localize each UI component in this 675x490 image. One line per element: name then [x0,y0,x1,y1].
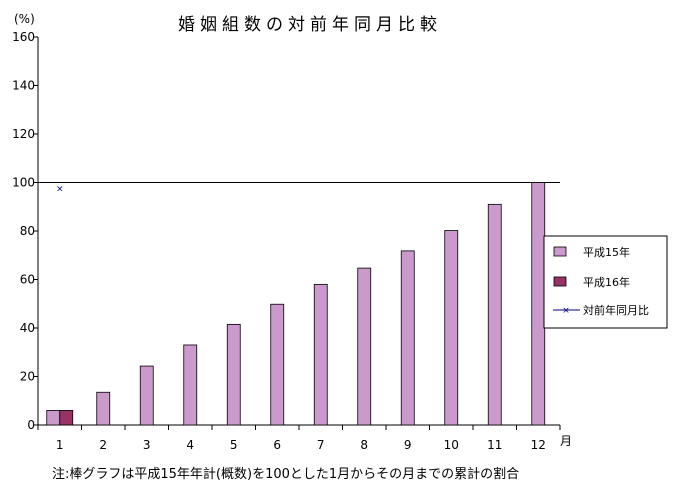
chart-title: 婚姻組数の対前年同月比較 [178,15,442,35]
bar-h15 [226,323,241,426]
legend-swatch-h16 [553,276,567,287]
x-tick-label: 11 [487,438,502,452]
bar-h15 [313,283,328,426]
bar-h15 [183,344,198,426]
y-tick-label: 160 [12,30,35,44]
y-tick-label: 0 [27,418,35,432]
bar-h15 [531,182,546,426]
y-tick-label: 40 [20,321,35,335]
y-tick-label: 20 [20,370,35,384]
x-tick-label: 10 [444,438,459,452]
legend-label-h16: 平成16年 [583,275,630,289]
x-axis-label: 月 [560,434,572,448]
bar-h15 [357,267,372,426]
legend-marker-ratio: × [562,306,570,316]
bar-h15 [270,303,285,426]
bar-h15 [139,365,154,426]
x-tick-label: 5 [230,438,238,452]
x-tick-label: 2 [99,438,107,452]
bar-h15 [96,391,111,426]
y-tick-label: 100 [12,176,35,190]
footnote: 注:棒グラフは平成15年年計(概数)を100とした1月からその月までの累計の割合 [52,466,519,482]
legend-label-h15: 平成15年 [583,245,630,259]
bar-h15 [444,230,459,426]
ratio-point: × [56,185,64,195]
bar-h15 [487,203,502,426]
x-tick-label: 3 [143,438,151,452]
legend-label-ratio: 対前年同月比 [583,303,649,317]
x-tick-label: 6 [273,438,281,452]
y-tick-label: 60 [20,273,35,287]
y-tick-label: 80 [20,224,35,238]
y-tick-label: 140 [12,79,35,93]
bar-h16 [59,410,74,426]
bar-h15 [400,250,415,426]
y-axis-label: (%) [14,12,35,26]
x-tick-label: 1 [56,438,64,452]
legend: 平成15年 平成16年 × 対前年同月比 [543,235,668,329]
y-tick-label: 120 [12,127,35,141]
x-tick-label: 12 [531,438,546,452]
x-tick-label: 4 [186,438,194,452]
x-tick-label: 8 [360,438,368,452]
x-tick-label: 9 [404,438,412,452]
legend-swatch-h15 [553,246,567,257]
bar-h15 [46,410,61,426]
x-tick-label: 7 [317,438,325,452]
